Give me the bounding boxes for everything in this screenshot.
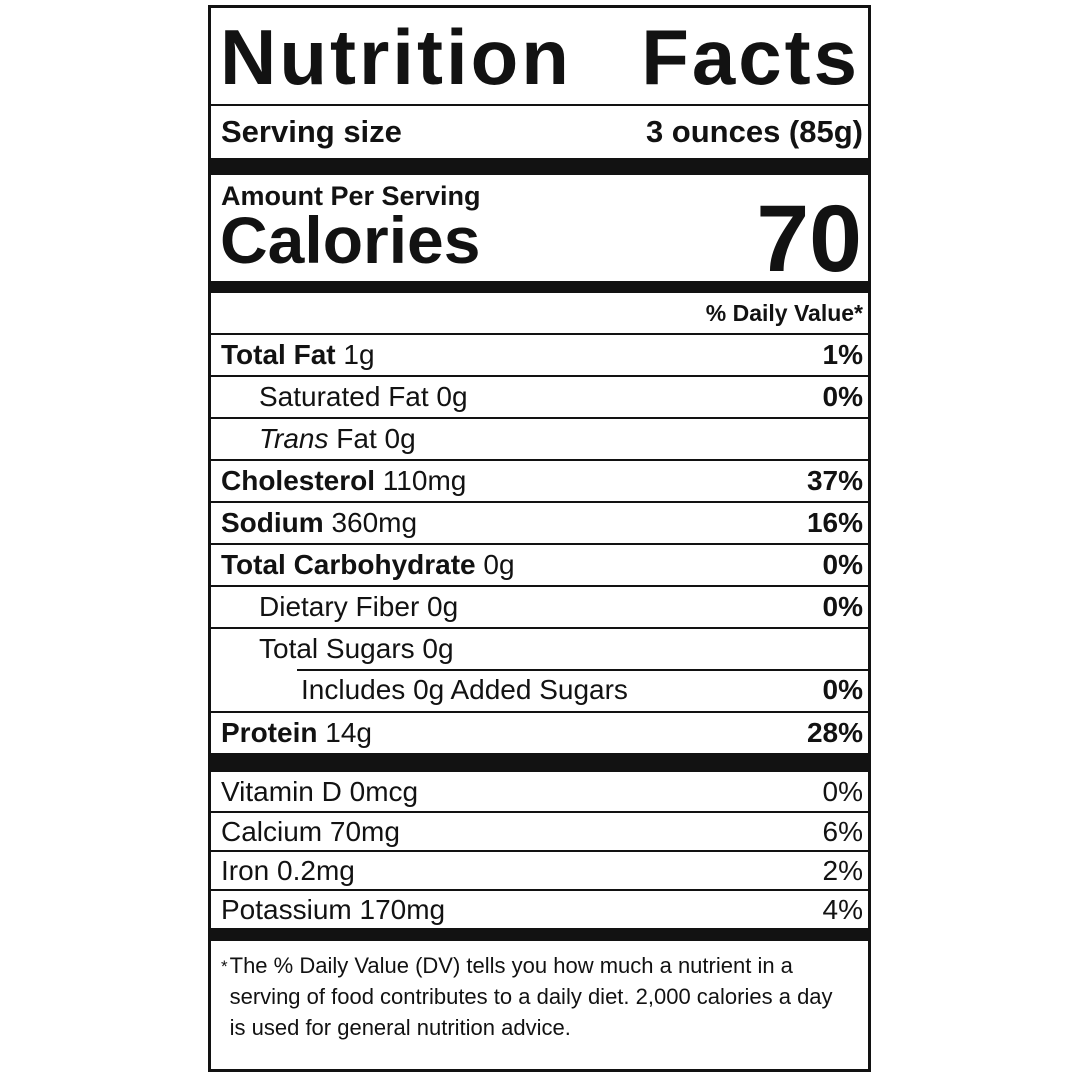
nutrient-row: Total Carbohydrate 0g 0% <box>211 543 868 585</box>
nutrient-percent: 0% <box>822 591 863 622</box>
thick-divider-bar <box>211 158 868 175</box>
nutrient-percent: 0% <box>822 381 863 412</box>
nutrient-row: Sodium 360mg 16% <box>211 501 868 543</box>
calories-value: 70 <box>756 185 862 292</box>
micronutrient-name: Vitamin D 0mcg <box>221 775 419 807</box>
nutrient-name: Protein 14g <box>221 717 372 748</box>
nutrient-percent: 28% <box>806 717 863 748</box>
nutrient-percent: 37% <box>806 465 863 496</box>
nutrient-name: Total Sugars 0g <box>259 633 454 664</box>
calories-section: Amount Per Serving Calories 70 <box>211 175 868 292</box>
nutrient-rows-section: Total Fat 1g 1% Saturated Fat 0g 0% Tran… <box>211 333 868 753</box>
nutrient-percent: 16% <box>806 507 863 538</box>
serving-size-row: Serving size 3 ounces (85g) <box>211 106 868 158</box>
nutrient-row: Saturated Fat 0g 0% <box>211 375 868 417</box>
micronutrient-row: Iron 0.2mg 2% <box>211 850 868 889</box>
nutrient-percent: 0% <box>822 674 863 705</box>
nutrient-name: Cholesterol 110mg <box>221 465 467 496</box>
nutrient-row: Cholesterol 110mg 37% <box>211 459 868 501</box>
nutrient-row: Total Fat 1g 1% <box>211 333 868 375</box>
micronutrient-name: Iron 0.2mg <box>221 854 355 886</box>
serving-size-value: 3 ounces (85g) <box>645 114 863 149</box>
calories-label: Calories <box>220 203 481 277</box>
nutrient-percent: 0% <box>822 549 863 580</box>
amount-per-serving-label: Amount Per Serving <box>221 181 481 211</box>
nutrient-name: Dietary Fiber 0g <box>259 591 459 622</box>
nutrient-name: Includes 0g Added Sugars <box>301 674 628 705</box>
nutrition-facts-label: Nutrition Facts Serving size 3 ounces (8… <box>208 5 871 1072</box>
micronutrient-row: Potassium 170mg 4% <box>211 889 868 928</box>
nutrient-row: Includes 0g Added Sugars 0% <box>211 669 868 711</box>
micronutrient-percent: 6% <box>822 815 863 847</box>
micronutrient-name: Potassium 170mg <box>221 893 446 925</box>
nutrient-name: Total Carbohydrate 0g <box>221 549 515 580</box>
micronutrient-percent: 2% <box>822 854 863 886</box>
nutrient-name: Trans Fat 0g <box>259 423 416 454</box>
daily-value-header: % Daily Value* <box>705 299 863 326</box>
thick-divider-bar <box>211 928 868 941</box>
serving-size-label: Serving size <box>221 114 402 149</box>
medium-divider-bar <box>211 281 868 293</box>
micronutrient-percent: 0% <box>822 775 863 807</box>
micronutrient-percent: 4% <box>822 893 863 925</box>
nutrient-row: Protein 14g 28% <box>211 711 868 753</box>
nutrient-name: Total Fat 1g <box>221 339 375 370</box>
nutrient-row: Trans Fat 0g <box>211 417 868 459</box>
micronutrient-row: Vitamin D 0mcg 0% <box>211 772 868 811</box>
nutrient-row: Total Sugars 0g <box>211 627 868 669</box>
nutrient-percent: 1% <box>822 339 863 370</box>
micronutrient-row: Calcium 70mg 6% <box>211 811 868 850</box>
thick-divider-bar <box>211 753 868 772</box>
micronutrient-name: Calcium 70mg <box>221 815 400 847</box>
label-title: Nutrition Facts <box>211 8 868 106</box>
nutrient-name: Sodium 360mg <box>221 507 418 538</box>
footnote-asterisk: * <box>221 957 228 976</box>
daily-value-footnote: * The % Daily Value (DV) tells you how m… <box>211 941 868 1043</box>
footnote-text: The % Daily Value (DV) tells you how muc… <box>229 953 833 1040</box>
nutrient-row: Dietary Fiber 0g 0% <box>211 585 868 627</box>
nutrient-name: Saturated Fat 0g <box>259 381 468 412</box>
micronutrient-rows-section: Vitamin D 0mcg 0% Calcium 70mg 6% Iron 0… <box>211 772 868 928</box>
